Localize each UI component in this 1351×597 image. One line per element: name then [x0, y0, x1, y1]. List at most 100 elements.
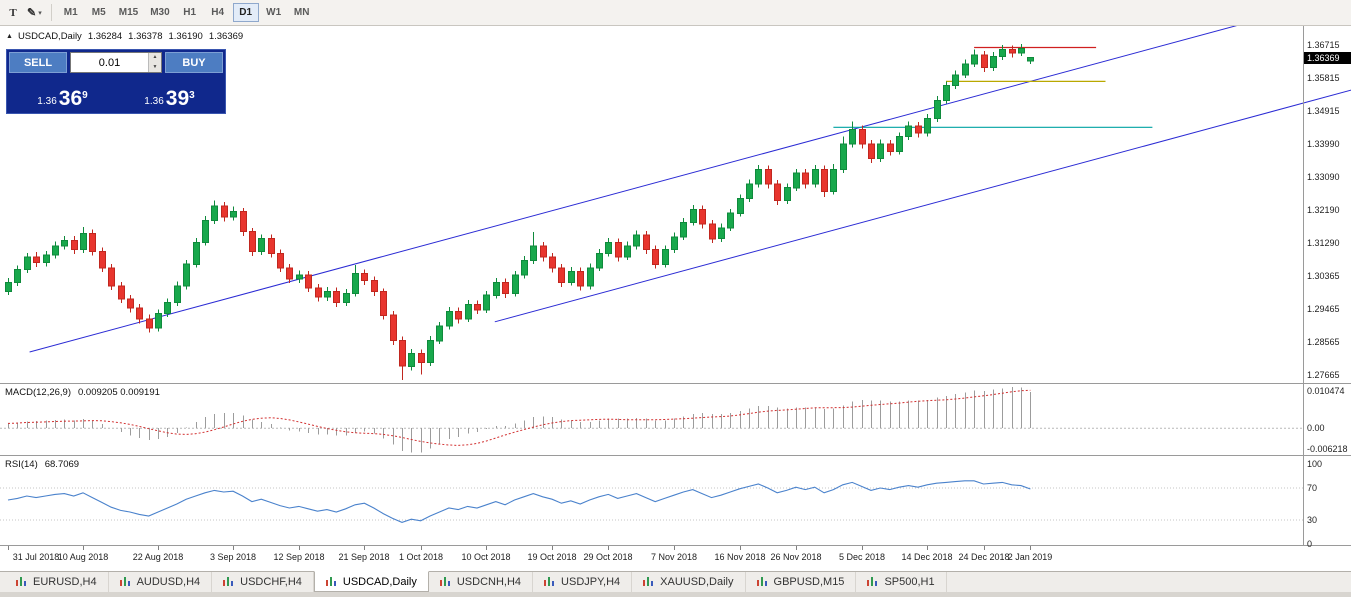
- date-tick: [233, 546, 234, 550]
- timeframe-m15[interactable]: M15: [114, 3, 143, 22]
- price-axis-label: 1.28565: [1307, 337, 1340, 347]
- lot-size-control: ▲ ▼: [70, 52, 162, 73]
- drawing-tools-group: T ✎ ▾: [3, 3, 46, 23]
- sell-price-prefix: 1.36: [37, 96, 57, 107]
- timeframe-h1[interactable]: H1: [177, 3, 203, 22]
- macd-canvas[interactable]: [0, 384, 1303, 455]
- timeframe-m5[interactable]: M5: [86, 3, 112, 22]
- macd-axis-label: -0.006218: [1307, 444, 1348, 454]
- macd-axis: 0.010474 0.00 -0.006218: [1304, 383, 1351, 455]
- chart-tab-icon: [223, 577, 234, 586]
- timeframe-m1[interactable]: M1: [58, 3, 84, 22]
- chart-tab-icon: [643, 577, 654, 586]
- rsi-current-value: 68.7069: [44, 459, 80, 470]
- date-tick: [299, 546, 300, 550]
- date-tick: [1030, 546, 1031, 550]
- macd-current-values: 0.009205 0.009191: [78, 387, 160, 398]
- main-chart[interactable]: ▲ USDCAD,Daily 1.36284 1.36378 1.36190 1…: [0, 26, 1351, 383]
- tab-xauusd-daily[interactable]: XAUUSD,Daily: [632, 572, 746, 592]
- candlestick-chart-canvas[interactable]: [0, 26, 1351, 383]
- toolbar-separator: [50, 4, 52, 21]
- buy-price-prefix: 1.36: [144, 96, 164, 107]
- status-strip: [0, 592, 1351, 597]
- timeframe-group: M1 M5 M15 M30 H1 H4 D1 W1 MN: [57, 3, 316, 22]
- tab-usdcad-daily[interactable]: USDCAD,Daily: [313, 571, 429, 592]
- close-value: 1.36369: [208, 31, 244, 42]
- tab-label: USDJPY,H4: [561, 576, 621, 588]
- date-axis-label: 19 Oct 2018: [527, 552, 577, 562]
- one-click-trading-panel: SELL ▲ ▼ BUY 1.36 36 9 1.36: [6, 49, 226, 114]
- timeframe-d1[interactable]: D1: [232, 3, 259, 22]
- price-axis-label: 1.27665: [1307, 370, 1340, 380]
- date-tick: [486, 546, 487, 550]
- sell-price[interactable]: 1.36 36 9: [9, 75, 116, 111]
- date-axis[interactable]: 31 Jul 2018 10 Aug 2018 22 Aug 2018 3 Sep 2…: [0, 545, 1351, 571]
- lot-size-input[interactable]: [71, 53, 148, 72]
- date-tick: [927, 546, 928, 550]
- date-tick: [552, 546, 553, 550]
- low-value: 1.36190: [168, 31, 203, 42]
- date-axis-label: 24 Dec 2018: [958, 552, 1010, 562]
- tab-sp500-h1[interactable]: SP500,H1: [856, 572, 947, 592]
- date-axis-label: 10 Oct 2018: [461, 552, 511, 562]
- tab-gbpusd-m15[interactable]: GBPUSD,M15: [746, 572, 857, 592]
- current-price-badge: 1.36369: [1304, 52, 1351, 64]
- price-axis-label: 1.36715: [1307, 40, 1340, 50]
- date-axis-label: 12 Sep 2018: [273, 552, 325, 562]
- date-axis-label: 1 Oct 2018: [398, 552, 444, 562]
- tab-usdcnh-h4[interactable]: USDCNH,H4: [429, 572, 534, 592]
- timeframe-mn[interactable]: MN: [289, 3, 315, 22]
- price-axis[interactable]: 1.36369 1.36715 1.35815 1.34915 1.33990 1.33…: [1304, 26, 1351, 383]
- sell-button[interactable]: SELL: [9, 52, 67, 73]
- timeframe-h4[interactable]: H4: [205, 3, 231, 22]
- text-tool-icon[interactable]: T: [3, 3, 23, 23]
- timeframe-m30[interactable]: M30: [145, 3, 174, 22]
- price-axis-label: 1.34915: [1307, 106, 1340, 116]
- macd-title: MACD(12,26,9) 0.009205 0.009191: [5, 387, 160, 398]
- high-value: 1.36378: [128, 31, 163, 42]
- price-axis-label: 1.33990: [1307, 139, 1340, 149]
- open-value: 1.36284: [87, 31, 123, 42]
- shapes-tool-icon[interactable]: ✎ ▾: [23, 3, 46, 23]
- price-axis-label: 1.32190: [1307, 205, 1340, 215]
- date-axis-label: 26 Nov 2018: [770, 552, 822, 562]
- rsi-axis-label: 100: [1307, 459, 1323, 469]
- tab-usdchf-h4[interactable]: USDCHF,H4: [212, 572, 314, 592]
- buy-price-big: 39: [165, 87, 190, 110]
- tab-label: USDCHF,H4: [240, 576, 302, 588]
- chart-tab-icon: [756, 577, 767, 586]
- chart-symbol-label: USDCAD,Daily: [17, 31, 82, 42]
- tab-usdjpy-h4[interactable]: USDJPY,H4: [533, 572, 633, 592]
- chart-tab-icon: [439, 577, 450, 586]
- tab-label: XAUUSD,Daily: [660, 576, 734, 588]
- buy-price[interactable]: 1.36 39 3: [116, 75, 223, 111]
- date-axis-label: 10 Aug 2018: [57, 552, 109, 562]
- rsi-canvas[interactable]: [0, 456, 1303, 545]
- date-tick: [364, 546, 365, 550]
- one-click-toggle-icon[interactable]: ▲: [6, 33, 13, 40]
- timeframe-w1[interactable]: W1: [261, 3, 287, 22]
- rsi-title: RSI(14) 68.7069: [5, 459, 79, 470]
- rsi-axis: 100 70 30 0: [1304, 455, 1351, 549]
- date-tick: [796, 546, 797, 550]
- price-axis-label: 1.33090: [1307, 172, 1340, 182]
- macd-signal-line: [7, 389, 1031, 446]
- macd-label: MACD(12,26,9): [5, 387, 71, 398]
- date-tick: [421, 546, 422, 550]
- tab-label: USDCNH,H4: [456, 576, 522, 588]
- date-axis-label: 2 Jan 2019: [1007, 552, 1053, 562]
- chart-tab-icon: [16, 577, 26, 586]
- date-tick: [158, 546, 159, 550]
- tab-label: EURUSD,H4: [33, 576, 97, 588]
- lot-increase-icon[interactable]: ▲: [149, 53, 161, 63]
- chart-tabbar: EURUSD,H4 AUDUSD,H4 USDCHF,H4 USDCAD,Daily U…: [0, 571, 1351, 592]
- date-tick: [740, 546, 741, 550]
- rsi-panel[interactable]: RSI(14) 68.7069: [0, 455, 1351, 545]
- tab-audusd-h4[interactable]: AUDUSD,H4: [109, 572, 213, 592]
- buy-button[interactable]: BUY: [165, 52, 223, 73]
- lot-decrease-icon[interactable]: ▼: [149, 62, 161, 72]
- price-axis-label: 1.29465: [1307, 304, 1340, 314]
- tab-label: SP500,H1: [884, 576, 935, 588]
- tab-eurusd-h4[interactable]: EURUSD,H4: [5, 572, 109, 592]
- macd-panel[interactable]: MACD(12,26,9) 0.009205 0.009191: [0, 383, 1351, 455]
